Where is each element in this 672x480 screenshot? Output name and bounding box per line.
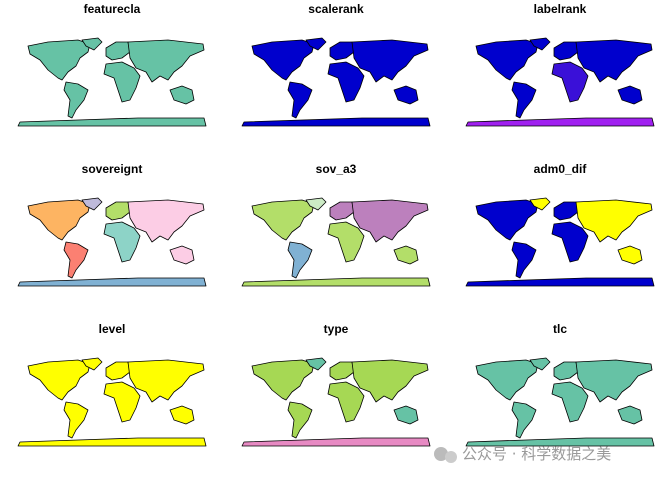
asia: [575, 359, 653, 403]
antarctica: [17, 277, 207, 287]
greenland: [529, 37, 551, 51]
greenland: [81, 197, 103, 211]
asia: [575, 39, 653, 83]
australia: [393, 245, 419, 265]
panel-title: type: [324, 322, 349, 336]
south-america: [63, 241, 89, 279]
asia: [351, 39, 429, 83]
greenland: [305, 37, 327, 51]
africa: [103, 61, 141, 103]
asia: [351, 359, 429, 403]
greenland: [305, 357, 327, 371]
greenland: [305, 197, 327, 211]
north-america: [27, 359, 91, 401]
greenland: [81, 37, 103, 51]
world-map: [17, 37, 207, 127]
south-america: [63, 81, 89, 119]
australia: [169, 245, 195, 265]
antarctica: [241, 437, 431, 447]
europe: [329, 201, 355, 221]
antarctica: [465, 117, 655, 127]
europe: [329, 361, 355, 381]
asia: [127, 199, 205, 243]
panel-title: featurecla: [84, 2, 141, 16]
panel-title: labelrank: [534, 2, 587, 16]
north-america: [475, 199, 539, 241]
north-america: [27, 199, 91, 241]
antarctica: [465, 277, 655, 287]
africa: [327, 221, 365, 263]
world-map: [241, 357, 431, 447]
panel-title: scalerank: [308, 2, 364, 16]
world-map: [241, 37, 431, 127]
panel-title: tlc: [553, 322, 567, 336]
panel-title: sovereignt: [82, 162, 143, 176]
south-america: [287, 401, 313, 439]
south-america: [511, 241, 537, 279]
watermark: 公众号 · 科学数据之美: [462, 445, 611, 463]
greenland: [81, 357, 103, 371]
europe: [105, 201, 131, 221]
europe: [553, 201, 579, 221]
world-map: [17, 197, 207, 287]
europe: [105, 41, 131, 61]
north-america: [251, 39, 315, 81]
asia: [127, 359, 205, 403]
asia: [575, 199, 653, 243]
watermark-icon: [434, 447, 448, 461]
world-map: [465, 197, 655, 287]
australia: [169, 85, 195, 105]
antarctica: [17, 117, 207, 127]
australia: [617, 245, 643, 265]
asia: [351, 199, 429, 243]
antarctica: [465, 437, 655, 447]
world-map: [17, 357, 207, 447]
panel-title: adm0_dif: [534, 162, 588, 176]
south-america: [287, 81, 313, 119]
north-america: [251, 199, 315, 241]
africa: [327, 61, 365, 103]
africa: [103, 381, 141, 423]
greenland: [529, 357, 551, 371]
north-america: [27, 39, 91, 81]
africa: [551, 61, 589, 103]
australia: [393, 85, 419, 105]
australia: [617, 405, 643, 425]
antarctica: [241, 277, 431, 287]
europe: [553, 41, 579, 61]
south-america: [287, 241, 313, 279]
europe: [553, 361, 579, 381]
europe: [329, 41, 355, 61]
world-map: [241, 197, 431, 287]
africa: [327, 381, 365, 423]
australia: [617, 85, 643, 105]
australia: [169, 405, 195, 425]
watermark-group: 公众号 · 科学数据之美: [434, 445, 611, 463]
panel-title: sov_a3: [316, 162, 357, 176]
africa: [551, 221, 589, 263]
world-map: [465, 37, 655, 127]
europe: [105, 361, 131, 381]
asia: [127, 39, 205, 83]
panel-title: level: [99, 322, 126, 336]
south-america: [511, 81, 537, 119]
antarctica: [17, 437, 207, 447]
north-america: [475, 39, 539, 81]
africa: [103, 221, 141, 263]
greenland: [529, 197, 551, 211]
africa: [551, 381, 589, 423]
south-america: [63, 401, 89, 439]
south-america: [511, 401, 537, 439]
antarctica: [241, 117, 431, 127]
north-america: [251, 359, 315, 401]
north-america: [475, 359, 539, 401]
australia: [393, 405, 419, 425]
watermark-icon: [445, 451, 457, 463]
world-map: [465, 357, 655, 447]
